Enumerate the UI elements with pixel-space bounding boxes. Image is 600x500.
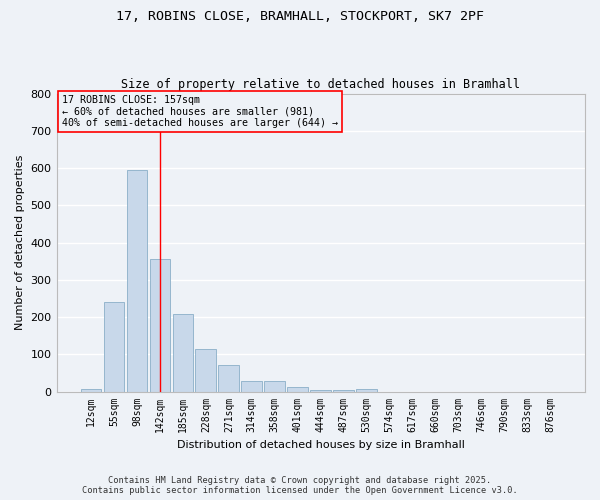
Bar bbox=[80, 388, 101, 392]
Bar bbox=[218, 366, 239, 392]
Bar bbox=[127, 170, 147, 392]
Bar bbox=[334, 390, 354, 392]
X-axis label: Distribution of detached houses by size in Bramhall: Distribution of detached houses by size … bbox=[177, 440, 465, 450]
Bar bbox=[356, 389, 377, 392]
Y-axis label: Number of detached properties: Number of detached properties bbox=[15, 155, 25, 330]
Title: Size of property relative to detached houses in Bramhall: Size of property relative to detached ho… bbox=[121, 78, 520, 91]
Bar bbox=[196, 348, 216, 392]
Bar bbox=[287, 386, 308, 392]
Text: Contains HM Land Registry data © Crown copyright and database right 2025.
Contai: Contains HM Land Registry data © Crown c… bbox=[82, 476, 518, 495]
Bar bbox=[173, 314, 193, 392]
Text: 17, ROBINS CLOSE, BRAMHALL, STOCKPORT, SK7 2PF: 17, ROBINS CLOSE, BRAMHALL, STOCKPORT, S… bbox=[116, 10, 484, 23]
Text: 17 ROBINS CLOSE: 157sqm
← 60% of detached houses are smaller (981)
40% of semi-d: 17 ROBINS CLOSE: 157sqm ← 60% of detache… bbox=[62, 95, 338, 128]
Bar bbox=[104, 302, 124, 392]
Bar bbox=[265, 382, 285, 392]
Bar bbox=[310, 390, 331, 392]
Bar bbox=[241, 381, 262, 392]
Bar bbox=[149, 260, 170, 392]
